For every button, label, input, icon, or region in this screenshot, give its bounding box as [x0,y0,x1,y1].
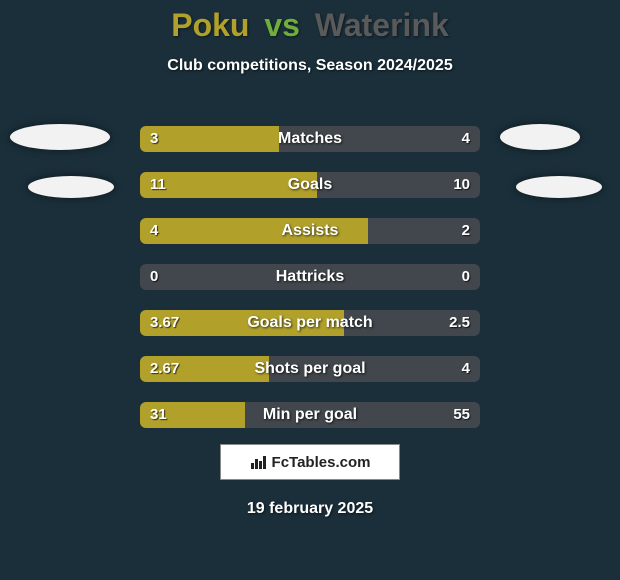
stat-value-left: 0 [150,264,158,290]
stat-value-left: 11 [150,172,166,198]
source-badge: FcTables.com [220,444,400,480]
comparison-canvas: Poku vs Waterink Club competitions, Seas… [0,0,620,580]
stat-bar-track [140,402,480,428]
stat-row: 42Assists [0,208,620,254]
stat-value-right: 2.5 [449,310,470,336]
date-label: 19 february 2025 [0,500,620,518]
subtitle: Club competitions, Season 2024/2025 [0,57,620,75]
player1-name: Poku [171,7,249,43]
stat-value-right: 2 [462,218,470,244]
stat-value-right: 10 [453,172,470,198]
stat-value-left: 2.67 [150,356,179,382]
stat-value-left: 31 [150,402,167,428]
bar-chart-icon [250,454,268,470]
stat-value-right: 0 [462,264,470,290]
stat-row: 00Hattricks [0,254,620,300]
stat-row: 2.674Shots per goal [0,346,620,392]
player2-name: Waterink [315,7,449,43]
stat-value-right: 55 [453,402,470,428]
stat-bar-track [140,310,480,336]
vs-label: vs [264,7,300,43]
stat-bar-left [140,218,368,244]
team-logo-placeholder [500,124,580,150]
stats-chart: 34Matches1110Goals42Assists00Hattricks3.… [0,116,620,438]
stat-bar-track [140,356,480,382]
stat-bar-left [140,172,317,198]
stat-value-left: 3.67 [150,310,179,336]
stat-value-right: 4 [462,356,470,382]
team-logo-placeholder [28,176,114,198]
stat-row: 3.672.5Goals per match [0,300,620,346]
stat-value-left: 4 [150,218,158,244]
team-logo-placeholder [516,176,602,198]
page-title: Poku vs Waterink [0,0,620,43]
stat-value-left: 3 [150,126,158,152]
source-badge-text: FcTables.com [272,454,371,471]
stat-row: 3155Min per goal [0,392,620,438]
stat-bar-track [140,172,480,198]
stat-bar-track [140,264,480,290]
stat-bar-left [140,126,279,152]
stat-bar-track [140,126,480,152]
stat-bar-track [140,218,480,244]
stat-value-right: 4 [462,126,470,152]
team-logo-placeholder [10,124,110,150]
